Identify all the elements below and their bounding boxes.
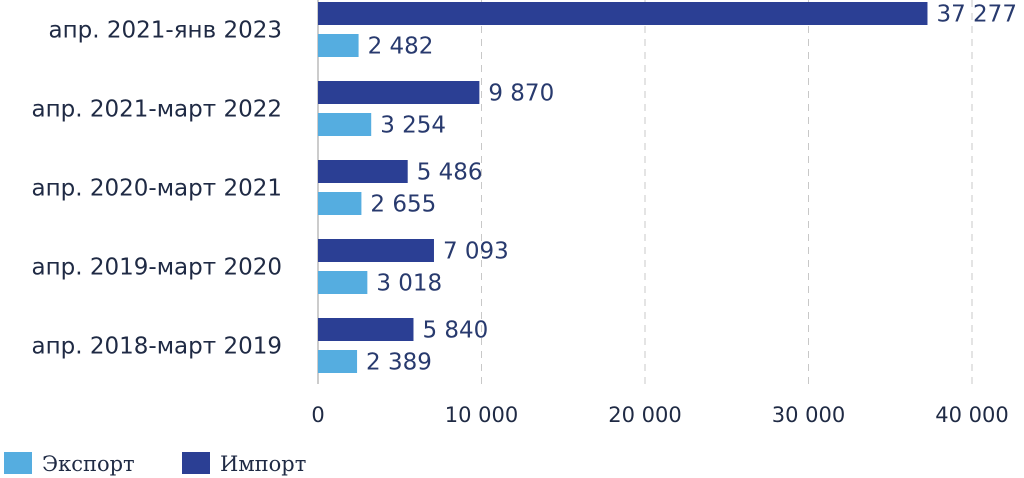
bar-import-2	[318, 160, 408, 183]
bar-export-4	[318, 350, 358, 373]
value-label-import-4: 5 840	[422, 318, 488, 344]
bar-export-3	[318, 271, 368, 294]
x-tick-label: 10 000	[445, 403, 518, 427]
value-label-import-3: 7 093	[443, 239, 509, 265]
category-label: апр. 2019-март 2020	[32, 255, 282, 281]
category-label: апр. 2020-март 2021	[32, 176, 282, 202]
bar-import-4	[318, 318, 414, 341]
value-label-import-0: 37 277	[936, 2, 1016, 28]
value-label-export-4: 2 389	[366, 350, 432, 376]
legend-swatch-import	[182, 452, 210, 474]
legend-label-export: Экспорт	[42, 452, 135, 476]
value-label-import-1: 9 870	[488, 81, 554, 107]
x-tick-label: 40 000	[935, 403, 1008, 427]
bars	[318, 2, 928, 373]
x-tick-label: 0	[311, 403, 324, 427]
bar-export-2	[318, 192, 362, 215]
bar-import-0	[318, 2, 928, 25]
legend-swatch-export	[4, 452, 32, 474]
bar-export-0	[318, 34, 359, 57]
value-label-export-3: 3 018	[376, 271, 442, 297]
category-labels: апр. 2021-янв 2023 апр. 2021-март 2022 апр…	[32, 18, 282, 360]
value-label-export-1: 3 254	[380, 113, 446, 139]
bar-import-1	[318, 81, 480, 104]
x-tick-label: 20 000	[608, 403, 681, 427]
x-tick-label: 30 000	[772, 403, 845, 427]
x-axis-ticks: 0 10 000 20 000 30 000 40 000	[311, 403, 1008, 427]
category-label: апр. 2018-март 2019	[32, 334, 282, 360]
value-label-export-0: 2 482	[368, 34, 434, 60]
bar-import-3	[318, 239, 434, 262]
category-label: апр. 2021-март 2022	[32, 97, 282, 123]
value-label-export-2: 2 655	[370, 192, 436, 218]
bar-export-1	[318, 113, 372, 136]
category-label: апр. 2021-янв 2023	[49, 18, 282, 44]
legend: Экспорт Импорт	[4, 452, 306, 476]
value-label-import-2: 5 486	[417, 160, 483, 186]
legend-label-import: Импорт	[220, 452, 306, 476]
